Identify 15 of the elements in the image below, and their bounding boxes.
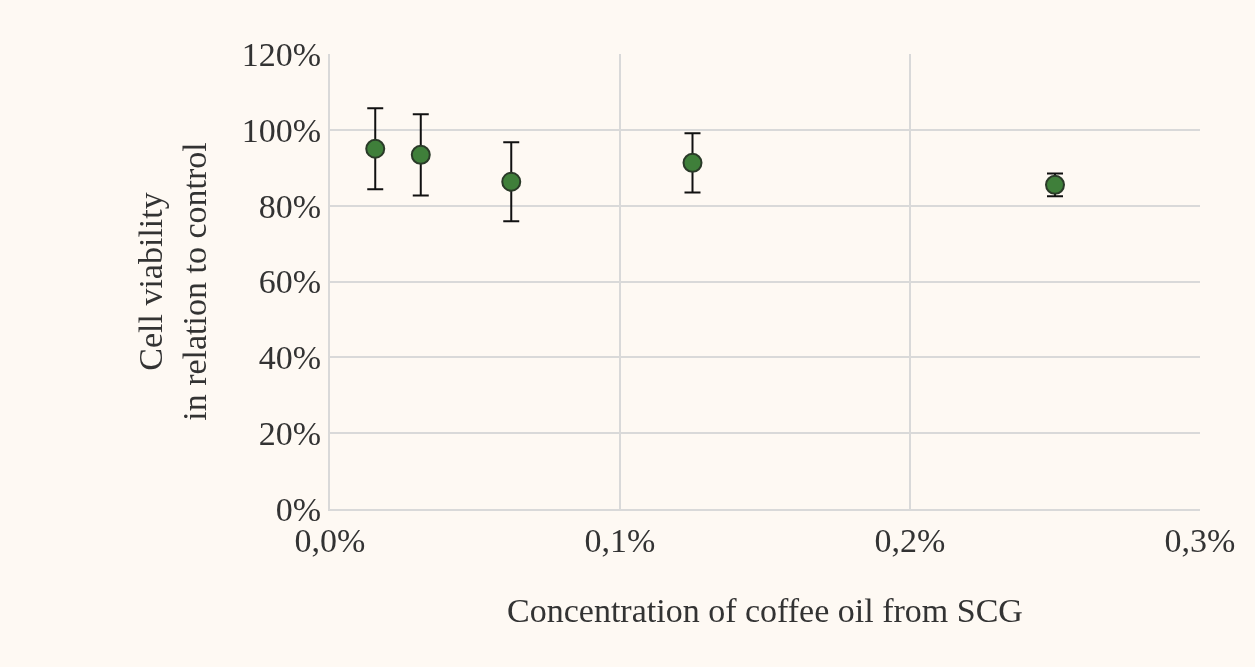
point bbox=[682, 152, 703, 173]
y-tick-label: 80% bbox=[258, 187, 322, 225]
x-tick-label: 0,2% bbox=[874, 521, 946, 559]
y-tick-label: 100% bbox=[241, 111, 322, 149]
y-tick-label: 20% bbox=[258, 415, 322, 453]
y-tick-label: 60% bbox=[258, 263, 322, 301]
y-axis-title: Cell viability in relation to control bbox=[131, 142, 213, 421]
point bbox=[410, 144, 431, 165]
point bbox=[365, 138, 386, 159]
point bbox=[501, 171, 522, 192]
y-tick-label: 120% bbox=[241, 35, 322, 73]
x-axis-title: Concentration of coffee oil from SCG bbox=[507, 591, 1023, 629]
x-tick-label: 0,1% bbox=[584, 521, 656, 559]
x-tick-label: 0,3% bbox=[1164, 521, 1236, 559]
y-tick-label: 40% bbox=[258, 339, 322, 377]
